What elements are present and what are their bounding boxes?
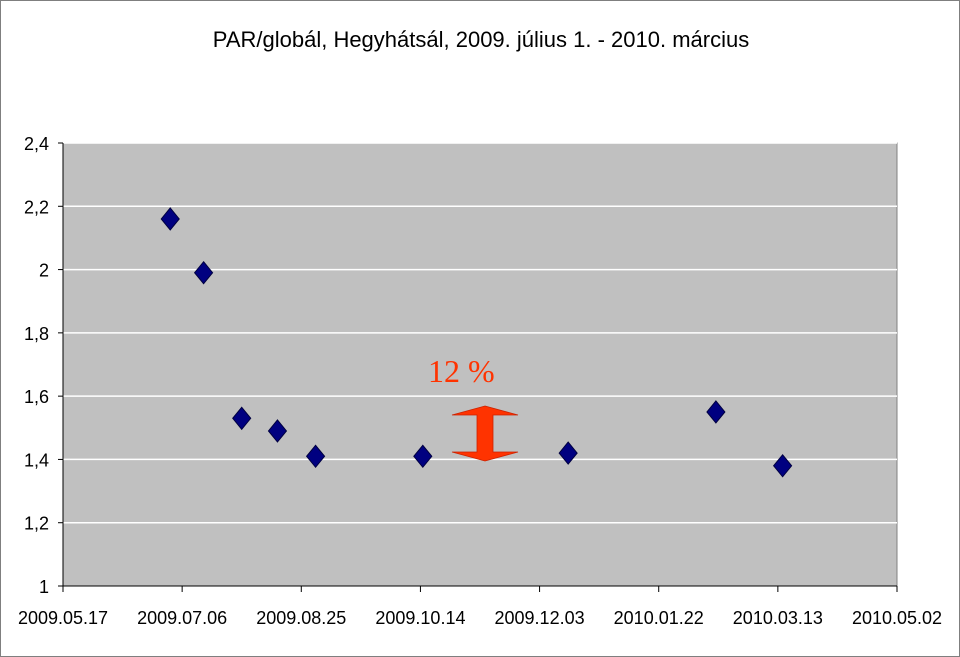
data-point: [160, 207, 180, 231]
y-tick-label: 1: [39, 577, 49, 597]
data-point: [305, 444, 326, 469]
y-tick-label: 1,2: [24, 514, 49, 534]
annotation-label: 12 %: [428, 353, 495, 389]
double-arrow-icon: [451, 405, 519, 462]
y-tick-label: 1,8: [24, 324, 49, 344]
y-tick-label: 2,4: [24, 134, 49, 154]
x-tick-label: 2010.03.13: [733, 608, 823, 628]
x-tick-label: 2009.08.25: [256, 608, 346, 628]
x-tick-label: 2009.07.06: [137, 608, 227, 628]
data-point: [558, 441, 578, 465]
x-tick-label: 2009.10.14: [375, 608, 465, 628]
chart-title: PAR/globál, Hegyhátsál, 2009. július 1. …: [213, 27, 749, 52]
data-point: [772, 453, 793, 478]
y-tick-label: 2: [39, 261, 49, 281]
x-tick-label: 2010.01.22: [614, 608, 704, 628]
data-point: [193, 260, 214, 285]
data-point: [232, 406, 252, 431]
data-point: [706, 400, 726, 424]
y-tick-label: 1,6: [24, 387, 49, 407]
data-point: [267, 419, 288, 443]
data-point: [413, 444, 433, 469]
y-tick-label: 2,2: [24, 197, 49, 217]
y-tick-label: 1,4: [24, 450, 49, 470]
x-tick-label: 2010.05.02: [852, 608, 942, 628]
plot-area: 1 1,2 1,4 1,6 1,8 2 2,2 2,4 2009.05.17 2009.07.06…: [18, 134, 942, 628]
x-tick-label: 2009.05.17: [18, 608, 108, 628]
x-tick-label: 2009.12.03: [495, 608, 585, 628]
